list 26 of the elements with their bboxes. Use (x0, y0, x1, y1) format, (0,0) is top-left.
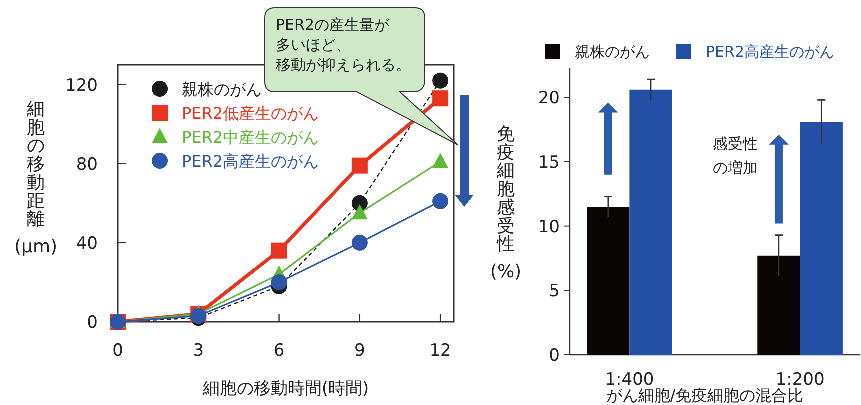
y-tick-label: 120 (66, 76, 98, 96)
annotation: 移動が抑えられる。 (276, 56, 411, 74)
x-tick-label: 9 (354, 341, 366, 361)
y-axis-title: 細胞の移動距離(μm) (14, 99, 58, 258)
x-tick-label: 12 (430, 341, 452, 361)
x-tick-label: 6 (274, 341, 285, 361)
x-axis-title: 細胞の移動時間(時間) (202, 379, 370, 399)
legend-label: 親株のがん (575, 43, 650, 61)
y-tick-label: 20 (538, 88, 560, 109)
y-tick-label: 15 (538, 152, 560, 173)
legend-label: PER2中産生のがん (182, 128, 320, 147)
annotation: 感受性の増加 (713, 135, 758, 178)
y-tick-label: 40 (76, 234, 98, 254)
text: 多いほど、 (276, 36, 351, 54)
legend-label: 親株のがん (182, 80, 262, 99)
y-tick-label: 0 (87, 313, 98, 333)
x-tick-label: 3 (193, 341, 204, 361)
text: PER2の産生量が (276, 16, 390, 34)
legend-label: PER2高産生のがん (706, 43, 834, 61)
x-tick-label: 0 (112, 341, 124, 361)
y-tick-label: 80 (76, 154, 98, 175)
legend-label: PER2低産生のがん (182, 104, 320, 123)
legend-label: PER2高産生のがん (182, 152, 320, 171)
y-axis-title: 免疫細胞感受性(%) (490, 124, 522, 283)
y-tick-label: 10 (538, 217, 560, 238)
y-tick-label: 5 (549, 282, 560, 302)
